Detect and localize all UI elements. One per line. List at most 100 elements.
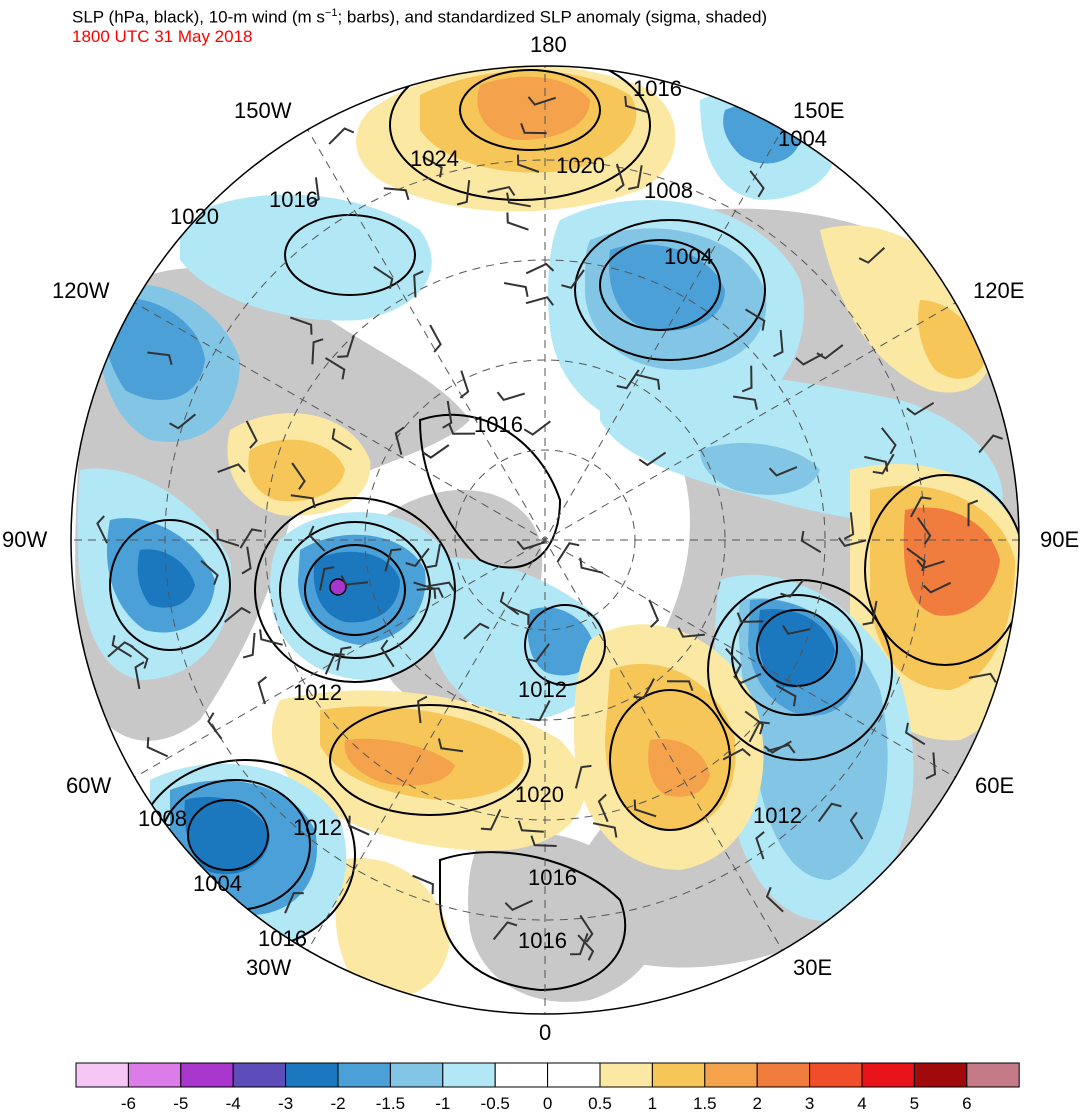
neg-anomaly-greenland-east (430, 558, 606, 720)
wind-barb (775, 684, 797, 707)
wind-barb (910, 496, 932, 518)
isobar-label: 1012 (518, 677, 567, 702)
wind-barb (525, 262, 555, 275)
wind-barb (242, 632, 256, 659)
wind-barb (448, 424, 476, 435)
colorbar-label: 0 (543, 1094, 552, 1112)
colorbar-swatch (180, 1062, 234, 1088)
wind-barb (838, 537, 867, 548)
colorbar-swatch (442, 1062, 496, 1088)
wind-barb (520, 123, 547, 135)
isobar-label: 1004 (664, 244, 713, 269)
wind-barb (480, 809, 502, 831)
wind-barb (633, 799, 657, 818)
wind-barb (442, 400, 453, 429)
wind-barb (129, 644, 149, 669)
wind-barb (324, 357, 346, 380)
wind-barb (308, 525, 326, 552)
colorbar-label: 5 (910, 1094, 919, 1112)
colorbar-label: -2 (330, 1094, 345, 1112)
neg-anomaly-canada-west-core (137, 549, 195, 608)
wind-barb (577, 934, 595, 961)
isobar-baffin-2 (279, 521, 431, 659)
wind-barb (380, 639, 395, 668)
wind-barb (527, 96, 557, 106)
wind-barb (967, 499, 979, 527)
colorbar-label: 4 (857, 1094, 866, 1112)
wind-barb (529, 700, 551, 722)
wind-barb (147, 351, 173, 366)
wind-barb (422, 155, 443, 178)
pos-anomaly-east-asia-core (918, 300, 985, 379)
land-europe (468, 832, 659, 1002)
colorbar-label: -6 (121, 1094, 136, 1112)
wind-barb (245, 420, 258, 449)
isobar-label: 1004 (778, 126, 827, 151)
neg-anomaly-baffin-core (313, 551, 400, 623)
isobar-label: 1016 (518, 928, 567, 953)
neg-anomaly-arctic-siberia-core (700, 442, 820, 495)
title-superscript: −1 (324, 7, 338, 19)
colorbar-label: -0.5 (481, 1094, 510, 1112)
wind-barb (487, 185, 516, 196)
wind-barb (429, 324, 442, 353)
wind-barb (732, 395, 758, 410)
colorbar-label: -3 (278, 1094, 293, 1112)
wind-barb (817, 802, 842, 823)
wind-barb (765, 886, 784, 913)
wind-barb (340, 575, 369, 586)
wind-barb (556, 542, 580, 563)
lon-label-90w: 90W (2, 527, 47, 552)
wind-barb (337, 335, 355, 358)
wind-barb (638, 451, 667, 467)
isobar-beaufort-1 (284, 214, 416, 296)
isobar-pacific-high-2 (389, 66, 651, 201)
isobar-label: 1024 (410, 146, 459, 171)
wind-barb (574, 764, 592, 789)
isobar-label: 1016 (269, 187, 318, 212)
wind-barb (525, 296, 554, 306)
wind-barb (615, 163, 625, 192)
neg-anomaly-beaufort-core (285, 214, 405, 292)
colorbar-label: 2 (752, 1094, 761, 1112)
wind-barb (904, 722, 926, 746)
wind-barb (881, 427, 897, 455)
wind-barb (579, 557, 604, 574)
map-boundary (70, 65, 1020, 1015)
wind-barb (384, 548, 402, 572)
isobar-label: 1016 (633, 76, 682, 101)
lon-label-60w: 60W (66, 773, 111, 798)
isobar-label: 1020 (556, 153, 605, 178)
isobar-arctic-1016 (418, 413, 562, 569)
wind-barb (200, 559, 219, 586)
latitude-ring-80 (454, 449, 636, 631)
wind-barb (579, 914, 594, 943)
wind-barb (677, 627, 705, 638)
wind-barb (816, 344, 844, 360)
wind-barb (592, 822, 618, 838)
lon-label-30e: 30E (793, 955, 832, 980)
low-center-marker (329, 578, 347, 596)
isobar-canada-west-1 (109, 519, 231, 651)
colorbar-swatch (913, 1062, 968, 1088)
wind-barb (207, 712, 223, 740)
wind-barb (843, 512, 855, 540)
colorbar: -6 -5 -4 -3 -2 -1.5 -1 -0.5 0 0.5 1 1.5 2 3 4 5 6 (75, 1062, 1020, 1112)
wind-barb (348, 815, 370, 836)
pos-anomaly-north-atlantic-core (344, 738, 455, 786)
colorbar-swatch (285, 1062, 339, 1088)
wind-barb (968, 672, 997, 683)
wind-barb (463, 622, 490, 640)
wind-barb (872, 453, 895, 475)
isobar-label: 1016 (528, 865, 577, 890)
wind-barb (858, 247, 886, 264)
wind-barb (862, 600, 878, 626)
wind-barb (289, 316, 313, 335)
wind-barb (773, 329, 784, 358)
isobar-scandinavia-1 (609, 689, 731, 831)
colorbar-label: -4 (226, 1094, 241, 1112)
lon-label-60e: 60E (975, 773, 1014, 798)
wind-barb (781, 624, 811, 635)
colorbar-swatch (966, 1062, 1020, 1088)
wind-barb (504, 899, 533, 911)
